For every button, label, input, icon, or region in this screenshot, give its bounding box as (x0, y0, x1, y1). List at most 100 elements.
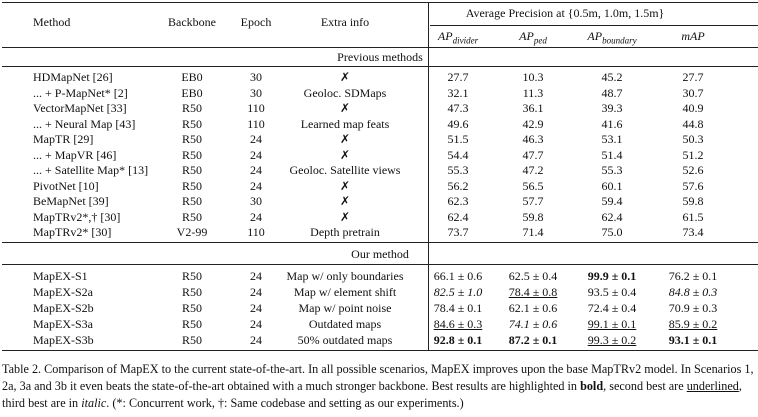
table-cell: 57.7 (522, 194, 544, 208)
table-cell: 24 (250, 269, 262, 283)
table-cell: 93.1 ± 0.1 (668, 333, 718, 347)
table-cell: 93.5 ± 0.4 (587, 285, 637, 299)
table-cell: Map w/ only boundaries (286, 269, 404, 283)
table-cell: 24 (250, 317, 262, 331)
column-rule (428, 2, 429, 351)
caption-text: bold (580, 379, 604, 393)
table-cell: 61.5 (682, 209, 704, 224)
table-cell: 27.7 (447, 70, 469, 84)
table-cell: ✗ (339, 147, 351, 162)
rule (2, 2, 758, 3)
metric-header: mAP (681, 29, 704, 43)
column-header: Backbone (168, 15, 216, 29)
table-cell: R50 (181, 333, 203, 347)
table-cell: 56.5 (522, 178, 544, 193)
rule (2, 47, 758, 48)
method-name: ... + Neural Map [43] (33, 116, 136, 131)
column-header: Epoch (240, 15, 272, 29)
table-cell: R50 (181, 101, 203, 115)
table-cell: R50 (181, 317, 203, 331)
table-cell: 110 (247, 101, 265, 115)
table-cell: R50 (181, 194, 203, 208)
table-cell: 36.1 (522, 101, 544, 115)
rule (430, 25, 758, 26)
table-cell: R50 (181, 209, 203, 224)
table-cell: 76.2 ± 0.1 (668, 269, 718, 283)
table-cell: 30 (250, 194, 262, 208)
table-cell: 44.8 (682, 116, 704, 131)
table-cell: 59.4 (601, 194, 623, 208)
metric-name: AP (519, 29, 534, 43)
table-cell: 10.3 (522, 70, 544, 84)
column-header: Method (33, 15, 71, 29)
caption-text: Table 2. Comparison of MapEX to the curr… (2, 362, 754, 393)
group-header: Average Precision at {0.5m, 1.0m, 1.5m} (465, 6, 665, 20)
table-cell: 84.6 ± 0.3 (433, 317, 483, 331)
table-cell: ✗ (339, 209, 351, 224)
table-cell: 62.4 (447, 209, 469, 224)
metric-name: AP (587, 29, 603, 43)
table-cell: Depth pretrain (310, 225, 380, 239)
table-cell: 59.8 (522, 209, 544, 224)
table-cell: Geoloc. SDMaps (303, 85, 387, 100)
column-header: Extra info (320, 15, 370, 29)
table-cell: 78.4 ± 0.8 (508, 285, 558, 299)
method-name: MapEX-S3a (33, 317, 93, 331)
table-cell: 99.3 ± 0.2 (587, 333, 637, 347)
table-cell: 24 (250, 209, 262, 224)
table-cell: 24 (250, 285, 262, 299)
table-cell: 42.9 (522, 116, 544, 131)
table-cell: 54.4 (447, 147, 469, 162)
table-cell: 75.0 (601, 225, 623, 239)
table-cell: 99.1 ± 0.1 (587, 317, 637, 331)
table-cell: 52.6 (682, 163, 704, 177)
rule (2, 242, 758, 243)
table-cell: 57.6 (682, 178, 704, 193)
table-cell: EB0 (181, 85, 203, 100)
table-cell: 41.6 (601, 116, 623, 131)
method-name: MapEX-S2a (33, 285, 93, 299)
method-name: MapTRv2*,† [30] (33, 209, 121, 224)
caption: Table 2. Comparison of MapEX to the curr… (2, 361, 756, 412)
metric-header: APped (519, 29, 547, 47)
table-cell: R50 (181, 116, 203, 131)
table-cell: 59.8 (682, 194, 704, 208)
table-cell: 99.9 ± 0.1 (587, 269, 637, 283)
table-cell: 56.2 (447, 178, 469, 193)
table-cell: 87.2 ± 0.1 (508, 333, 558, 347)
table-cell: 45.2 (601, 70, 623, 84)
method-name: BeMapNet [39] (33, 194, 109, 208)
method-name: VectorMapNet [33] (33, 101, 127, 115)
table-cell: 84.8 ± 0.3 (668, 285, 718, 299)
table-cell: 55.3 (601, 163, 623, 177)
table-cell: 62.3 (447, 194, 469, 208)
table-cell: ✗ (339, 178, 351, 193)
table-cell: V2-99 (176, 225, 208, 239)
caption-text: underlined (686, 379, 739, 393)
table-cell: 30 (250, 85, 262, 100)
method-name: HDMapNet [26] (33, 70, 113, 84)
metric-name: mAP (681, 29, 705, 43)
table-cell: R50 (181, 301, 203, 315)
method-name: MapTR [29] (33, 132, 94, 146)
table-cell: 47.3 (447, 101, 469, 115)
table-cell: 50% outdated maps (297, 333, 393, 347)
table-cell: 48.7 (601, 85, 623, 100)
table-cell: 47.2 (522, 163, 544, 177)
table-cell: 24 (250, 301, 262, 315)
caption-text: , third best are in (2, 379, 742, 410)
rule (2, 66, 758, 67)
table-cell: 92.8 ± 0.1 (433, 333, 483, 347)
table-cell: 82.5 ± 1.0 (433, 285, 483, 299)
table-cell: 55.3 (447, 163, 469, 177)
table-cell: R50 (181, 163, 203, 177)
metric-subscript: divider (452, 35, 479, 46)
table-cell: ✗ (339, 132, 351, 146)
table-cell: 53.1 (601, 132, 623, 146)
rule (2, 264, 758, 265)
table-cell: R50 (181, 285, 203, 299)
table-cell: Learned map feats (300, 116, 390, 131)
table-cell: 62.1 ± 0.6 (508, 301, 558, 315)
section-title: Previous methods (337, 50, 423, 64)
table-cell: 51.5 (447, 132, 469, 146)
